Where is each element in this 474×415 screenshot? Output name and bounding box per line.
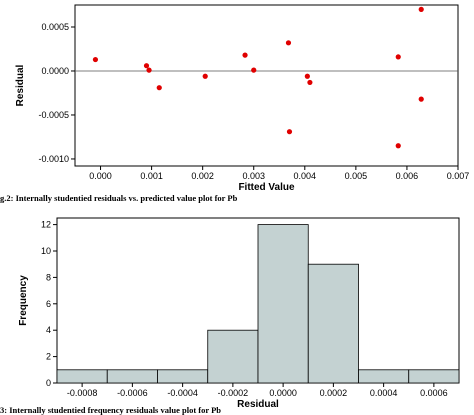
scatter-point bbox=[156, 85, 162, 91]
scatter-point bbox=[304, 73, 310, 79]
scatter-x-tick-label: 0.005 bbox=[345, 171, 368, 181]
scatter-point bbox=[418, 6, 424, 12]
scatter-point bbox=[143, 63, 150, 69]
histogram-bar bbox=[307, 263, 359, 384]
scatter-point bbox=[202, 73, 208, 79]
histogram-x-tick-label: 0.0000 bbox=[269, 388, 297, 398]
scatter-x-tick-label: 0.007 bbox=[447, 171, 470, 181]
scatter-point bbox=[92, 56, 99, 63]
histogram-x-tick-label: 0.0006 bbox=[420, 388, 448, 398]
scatter-y-tick-label: -0.0010 bbox=[38, 154, 69, 164]
scatter-point bbox=[395, 54, 401, 60]
histogram-y-tick-label: 10 bbox=[41, 246, 51, 256]
histogram-x-tick-label: -0.0006 bbox=[117, 388, 148, 398]
histogram-y-tick-label: 6 bbox=[46, 299, 51, 309]
histogram-bar bbox=[257, 224, 309, 384]
histogram-bar bbox=[358, 369, 410, 384]
histogram-y-tick-label: 8 bbox=[46, 272, 51, 282]
histogram-bar bbox=[106, 369, 158, 384]
histogram-bar bbox=[207, 329, 259, 384]
histogram-x-tick-label: 0.0004 bbox=[370, 388, 398, 398]
histogram-bar bbox=[56, 369, 108, 384]
histogram-y-tick-label: 12 bbox=[41, 220, 51, 230]
scatter-y-axis-label: Residual bbox=[15, 64, 26, 106]
scatter-y-tick-label: 0.0005 bbox=[41, 22, 69, 32]
scatter-point bbox=[307, 79, 313, 86]
scatter-x-tick-label: 0.001 bbox=[140, 171, 163, 181]
scatter-point bbox=[251, 67, 257, 73]
histogram-x-tick-label: 0.0002 bbox=[320, 388, 348, 398]
scatter-x-tick-label: 0.000 bbox=[89, 171, 112, 181]
scatter-y-tick-label: -0.0005 bbox=[38, 110, 69, 120]
scatter-y-tick-label: 0.0000 bbox=[41, 66, 69, 76]
scatter-point bbox=[418, 96, 424, 102]
histogram-bar bbox=[408, 369, 460, 384]
histogram-x-tick-label: -0.0004 bbox=[167, 388, 198, 398]
scatter-point bbox=[146, 67, 152, 73]
histogram-y-tick-label: 4 bbox=[46, 325, 51, 335]
scatter-x-tick-label: 0.002 bbox=[191, 171, 214, 181]
histogram-bar bbox=[157, 369, 209, 384]
scatter-point bbox=[285, 40, 292, 46]
figure-caption-bottom: 3: Internally studentied frequency resid… bbox=[0, 405, 222, 415]
histogram-x-tick-label: -0.0002 bbox=[218, 388, 249, 398]
histogram-x-axis-label: Residual bbox=[237, 399, 279, 410]
histogram-y-tick-label: 0 bbox=[46, 378, 51, 388]
scatter-plot-frame bbox=[74, 4, 459, 167]
scatter-x-tick-label: 0.006 bbox=[396, 171, 419, 181]
scatter-x-axis-label: Fitted Value bbox=[238, 182, 295, 193]
scatter-x-tick-label: 0.004 bbox=[294, 171, 317, 181]
figure-caption-top: g.2: Internally studentied residuals vs.… bbox=[0, 193, 238, 203]
histogram-x-tick-label: -0.0008 bbox=[67, 388, 98, 398]
scatter-point bbox=[395, 143, 401, 149]
histogram-y-tick-label: 2 bbox=[46, 352, 51, 362]
scatter-point bbox=[242, 52, 248, 58]
histogram-y-axis-label: Frequency bbox=[18, 275, 29, 326]
scatter-point bbox=[286, 129, 293, 135]
scatter-x-tick-label: 0.003 bbox=[242, 171, 265, 181]
